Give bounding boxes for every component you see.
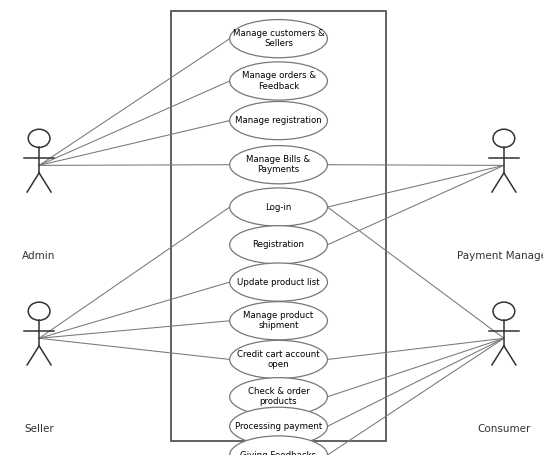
Ellipse shape: [230, 436, 327, 455]
Text: Manage Bills &
Payments: Manage Bills & Payments: [247, 155, 311, 174]
Ellipse shape: [230, 188, 327, 226]
Circle shape: [493, 129, 515, 147]
Ellipse shape: [230, 263, 327, 301]
Ellipse shape: [230, 62, 327, 100]
Circle shape: [28, 302, 50, 320]
FancyBboxPatch shape: [171, 11, 386, 441]
Text: Update product list: Update product list: [237, 278, 320, 287]
Ellipse shape: [230, 226, 327, 264]
Ellipse shape: [230, 20, 327, 58]
Text: Manage registration: Manage registration: [235, 116, 322, 125]
Text: Processing payment: Processing payment: [235, 422, 322, 431]
Text: Check & order
products: Check & order products: [248, 387, 310, 406]
Ellipse shape: [230, 340, 327, 379]
Text: Registration: Registration: [252, 240, 305, 249]
Text: Manage orders &
Feedback: Manage orders & Feedback: [242, 71, 315, 91]
Circle shape: [493, 302, 515, 320]
Text: Credit cart account
open: Credit cart account open: [237, 350, 320, 369]
Ellipse shape: [230, 407, 327, 445]
Text: Payment Manager: Payment Manager: [457, 251, 543, 261]
Ellipse shape: [230, 378, 327, 416]
Text: Giving Feedbacks: Giving Feedbacks: [241, 450, 317, 455]
Ellipse shape: [230, 146, 327, 184]
Ellipse shape: [230, 101, 327, 140]
Text: Admin: Admin: [22, 251, 56, 261]
Text: Manage customers &
Sellers: Manage customers & Sellers: [233, 29, 324, 48]
Text: Log-in: Log-in: [266, 202, 292, 212]
Text: Seller: Seller: [24, 424, 54, 434]
Circle shape: [28, 129, 50, 147]
Text: Manage product
shipment: Manage product shipment: [243, 311, 314, 330]
Text: Consumer: Consumer: [477, 424, 531, 434]
Ellipse shape: [230, 302, 327, 340]
